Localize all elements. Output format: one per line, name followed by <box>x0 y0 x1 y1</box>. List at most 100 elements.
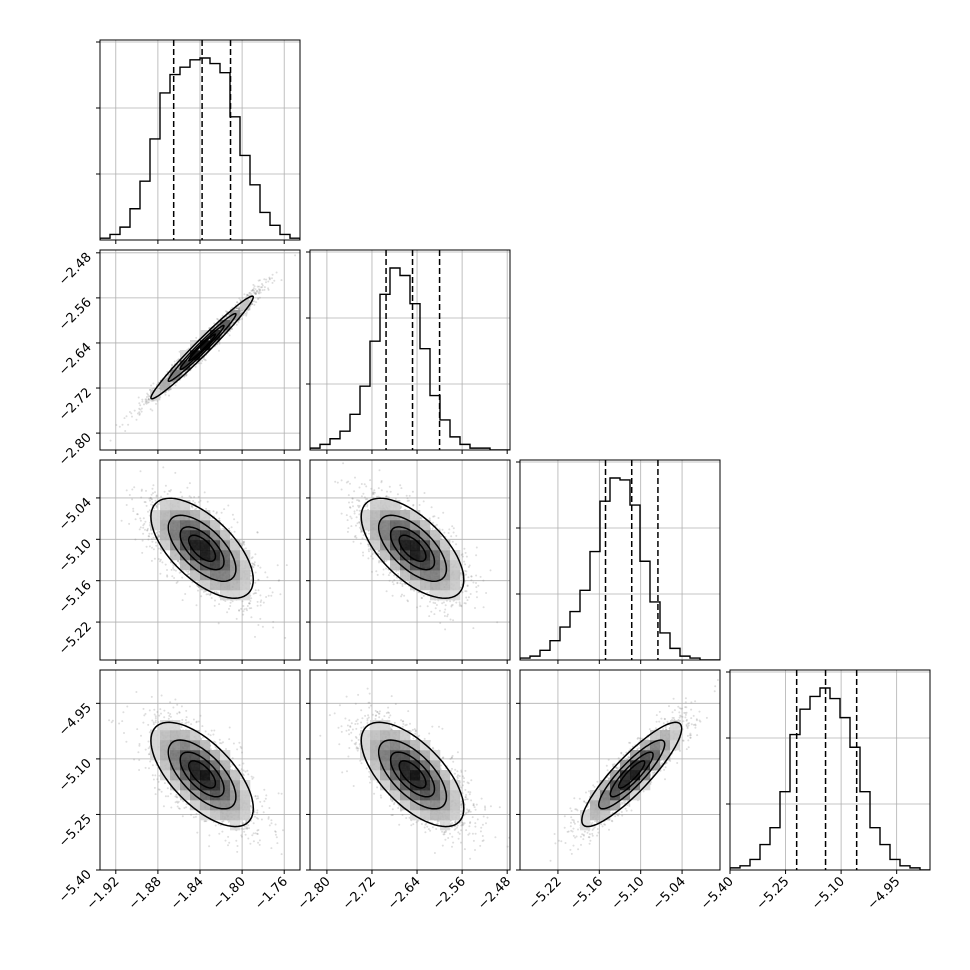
sample-point <box>235 307 238 310</box>
sample-point <box>157 533 160 536</box>
grid <box>310 250 510 450</box>
sample-point <box>242 541 245 544</box>
sample-point <box>246 609 248 612</box>
sample-point <box>284 636 287 639</box>
sample-point <box>245 312 248 315</box>
sample-point <box>145 400 148 403</box>
sample-point <box>248 607 251 610</box>
sample-point <box>190 504 193 507</box>
sample-point <box>263 278 266 281</box>
sample-point <box>135 418 138 421</box>
sample-point <box>148 532 151 535</box>
sample-point <box>166 569 168 571</box>
sample-point <box>146 527 149 530</box>
sample-point <box>261 284 264 287</box>
y-tick-label: −2.48 <box>56 250 95 289</box>
sample-point <box>142 526 145 529</box>
sample-point <box>181 576 184 579</box>
sample-point <box>152 548 155 551</box>
sample-point <box>174 471 177 474</box>
sample-point <box>177 560 180 563</box>
density-cell <box>180 360 191 371</box>
sample-point <box>150 559 153 562</box>
sample-point <box>260 286 262 289</box>
sample-point <box>197 495 200 498</box>
histogram-2 <box>520 477 720 660</box>
sample-point <box>145 545 148 548</box>
sample-point <box>263 286 266 289</box>
sample-point <box>147 510 149 513</box>
sample-point <box>257 624 260 626</box>
sample-point <box>133 486 136 489</box>
sample-point <box>138 411 141 414</box>
sample-point <box>169 382 172 385</box>
sample-point <box>268 278 271 281</box>
sample-point <box>205 507 208 510</box>
sample-point <box>197 585 200 588</box>
sample-point <box>252 291 255 294</box>
sample-point <box>260 599 263 602</box>
sample-point <box>257 291 260 294</box>
sample-point <box>128 411 131 413</box>
sample-point <box>251 556 254 559</box>
sample-point <box>236 301 239 304</box>
sample-point <box>152 484 155 487</box>
sample-point <box>154 541 157 544</box>
sample-point <box>275 271 278 274</box>
sample-point <box>228 330 231 332</box>
sample-point <box>222 527 224 530</box>
sample-point <box>242 605 245 607</box>
sample-point <box>125 504 128 506</box>
sample-point <box>142 517 145 520</box>
sample-point <box>203 491 206 494</box>
sample-point <box>201 359 204 362</box>
density-cell <box>220 320 231 331</box>
sample-point <box>151 498 153 501</box>
sample-point <box>236 307 239 310</box>
sample-point <box>237 306 240 309</box>
sample-point <box>226 332 229 335</box>
sample-point <box>151 409 154 412</box>
sample-point <box>253 285 256 288</box>
sample-point <box>151 399 154 402</box>
sample-point <box>202 357 205 360</box>
sample-point <box>223 508 226 511</box>
sample-point <box>155 402 157 405</box>
sample-point <box>280 279 283 282</box>
sample-point <box>149 496 152 499</box>
sample-point <box>140 489 143 492</box>
sample-point <box>217 622 220 625</box>
sample-point <box>228 317 231 320</box>
sample-point <box>147 398 150 401</box>
sample-point <box>241 318 244 320</box>
sample-point <box>138 528 141 531</box>
sample-point <box>252 287 255 290</box>
sample-point <box>165 377 168 380</box>
sample-point <box>252 288 254 291</box>
sample-point <box>120 519 123 522</box>
sample-point <box>159 552 162 554</box>
sample-point <box>235 323 238 326</box>
sample-point <box>238 308 241 311</box>
sample-point <box>153 507 156 510</box>
sample-point <box>150 532 153 535</box>
sample-point <box>148 399 151 402</box>
sample-point <box>131 488 134 491</box>
sample-point <box>238 307 241 310</box>
sample-point <box>241 600 244 603</box>
sample-point <box>133 409 136 412</box>
y-tick-label: −2.56 <box>56 295 95 334</box>
sample-point <box>236 301 239 304</box>
sample-point <box>312 616 314 618</box>
sample-point <box>144 398 147 401</box>
sample-point <box>160 495 162 498</box>
sample-point <box>226 315 229 318</box>
sample-point <box>155 544 158 547</box>
sample-point <box>172 381 174 383</box>
sample-point <box>200 595 203 598</box>
sample-point <box>162 466 165 469</box>
density-cell <box>200 340 211 351</box>
contour-3 <box>188 333 217 362</box>
sample-point <box>137 396 140 399</box>
sample-point <box>242 610 245 613</box>
